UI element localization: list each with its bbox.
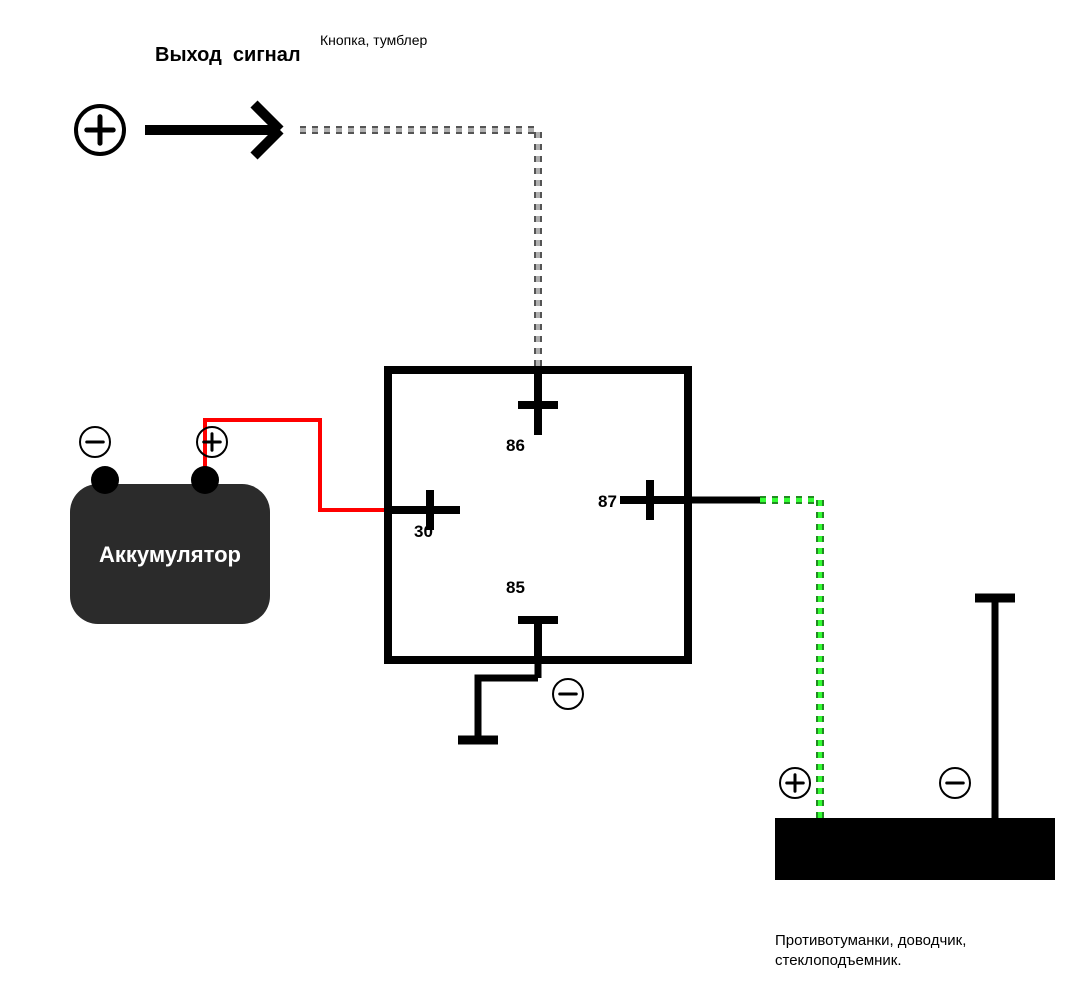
wire-85-ground (478, 678, 538, 740)
load-caption-2: стеклоподъемник. (775, 952, 902, 969)
pin85-label: 85 (506, 578, 525, 598)
pin87-label: 87 (598, 492, 617, 512)
wire-green-outer (760, 500, 820, 818)
battery-label: Аккумулятор (99, 542, 241, 567)
wiring-diagram: Аккумулятор (0, 0, 1080, 1004)
wire-signal (300, 130, 538, 370)
load-box (775, 818, 1055, 880)
pin86-label: 86 (506, 436, 525, 456)
wire-green (760, 500, 820, 818)
wire-signal-outer (300, 130, 538, 370)
pin30-label: 30 (414, 522, 433, 542)
load-caption-1: Противотуманки, доводчик, (775, 932, 966, 949)
signal-out-label: Выход сигнал (155, 44, 301, 67)
button-toggle-label: Кнопка, тумблер (320, 32, 427, 48)
